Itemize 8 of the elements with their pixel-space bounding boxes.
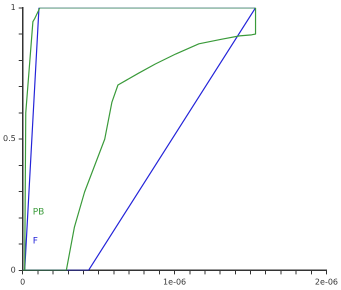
x-tick-label: 1e-06 (163, 277, 186, 286)
series-label: F (32, 236, 38, 247)
x-tick-label: 0 (20, 277, 26, 286)
y-tick-label: 0.5 (2, 134, 16, 144)
y-tick-label: 1 (10, 2, 16, 12)
y-tick-label: 0 (10, 265, 16, 274)
x-tick-label: 2e-06 (314, 277, 338, 286)
series-label: PB (32, 208, 44, 218)
